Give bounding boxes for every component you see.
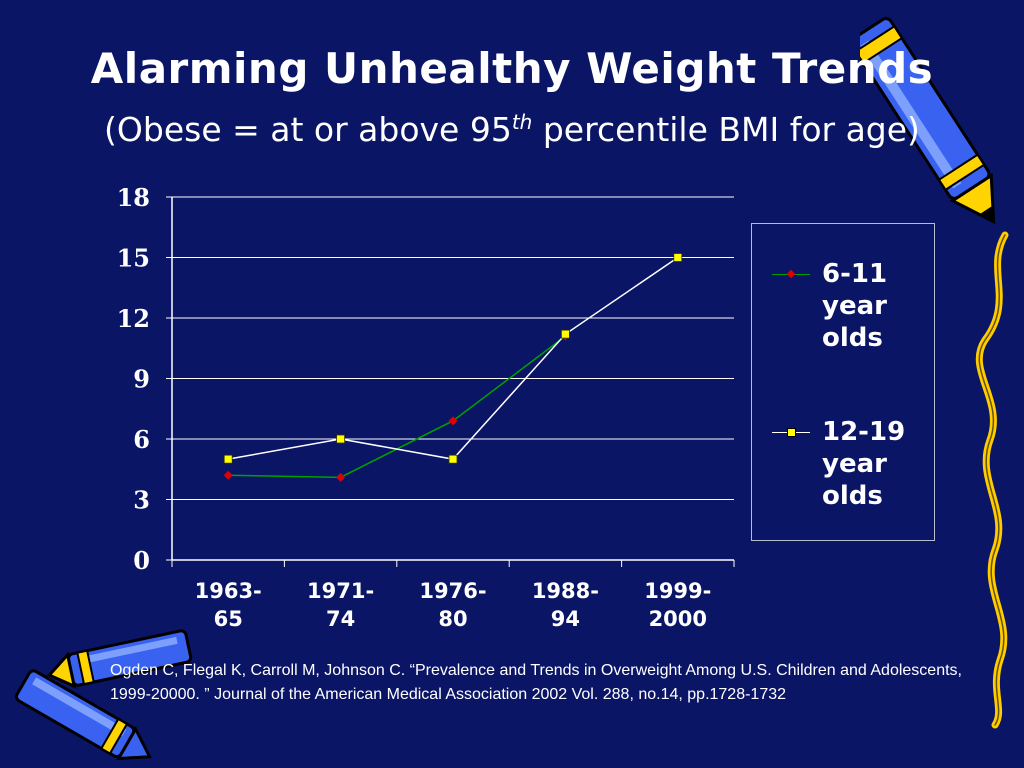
subtitle-superscript: th <box>511 110 533 134</box>
x-tick-label: 74 <box>326 607 355 631</box>
x-tick-label: 1988- <box>532 579 599 603</box>
series-line-1 <box>228 335 566 479</box>
subtitle-suffix: percentile BMI for age) <box>532 110 920 149</box>
squiggle-icon <box>975 231 1009 729</box>
data-point-series-1 <box>336 472 346 482</box>
y-tick-label: 0 <box>133 546 150 575</box>
data-point-series-1 <box>223 470 233 480</box>
x-tick-label: 2000 <box>649 607 707 631</box>
y-tick-label: 15 <box>117 244 150 273</box>
diamond-marker-icon <box>786 269 796 279</box>
y-tick-label: 18 <box>117 183 150 212</box>
data-point-series-2 <box>336 434 346 444</box>
citation-text: Ogden C, Flegal K, Carroll M, Johnson C.… <box>110 662 962 703</box>
x-tick-label: 80 <box>438 607 467 631</box>
y-tick-label: 6 <box>133 425 150 454</box>
slide-subtitle: (Obese = at or above 95th percentile BMI… <box>0 110 1024 149</box>
legend-label-series-1: 6-11 year olds <box>822 259 888 353</box>
crayon-icon <box>860 17 996 225</box>
data-point-series-2 <box>448 454 458 464</box>
data-point-series-1 <box>448 416 458 426</box>
data-point-series-2 <box>673 253 683 262</box>
slide-title: Alarming Unhealthy Weight Trends <box>90 44 934 93</box>
x-tick-label: 1999- <box>644 579 711 603</box>
x-tick-label: 94 <box>551 607 580 631</box>
crayon-icon <box>15 629 193 761</box>
square-marker-icon <box>787 428 796 437</box>
subtitle-prefix: (Obese = at or above 95 <box>104 110 512 149</box>
x-tick-label: 1963- <box>195 579 262 603</box>
x-tick-label: 1971- <box>307 579 374 603</box>
legend-label-series-2: 12-19 year olds <box>822 417 906 511</box>
data-point-series-2 <box>561 329 570 339</box>
y-tick-label: 9 <box>133 365 150 394</box>
data-point-series-2 <box>223 454 233 464</box>
x-tick-label: 65 <box>214 607 243 631</box>
chart-legend: 6-11 year olds 12-19 year olds <box>751 223 935 541</box>
y-tick-label: 12 <box>117 304 150 333</box>
x-tick-label: 1976- <box>419 579 486 603</box>
series-line-2 <box>228 256 679 460</box>
y-tick-label: 3 <box>133 486 150 515</box>
